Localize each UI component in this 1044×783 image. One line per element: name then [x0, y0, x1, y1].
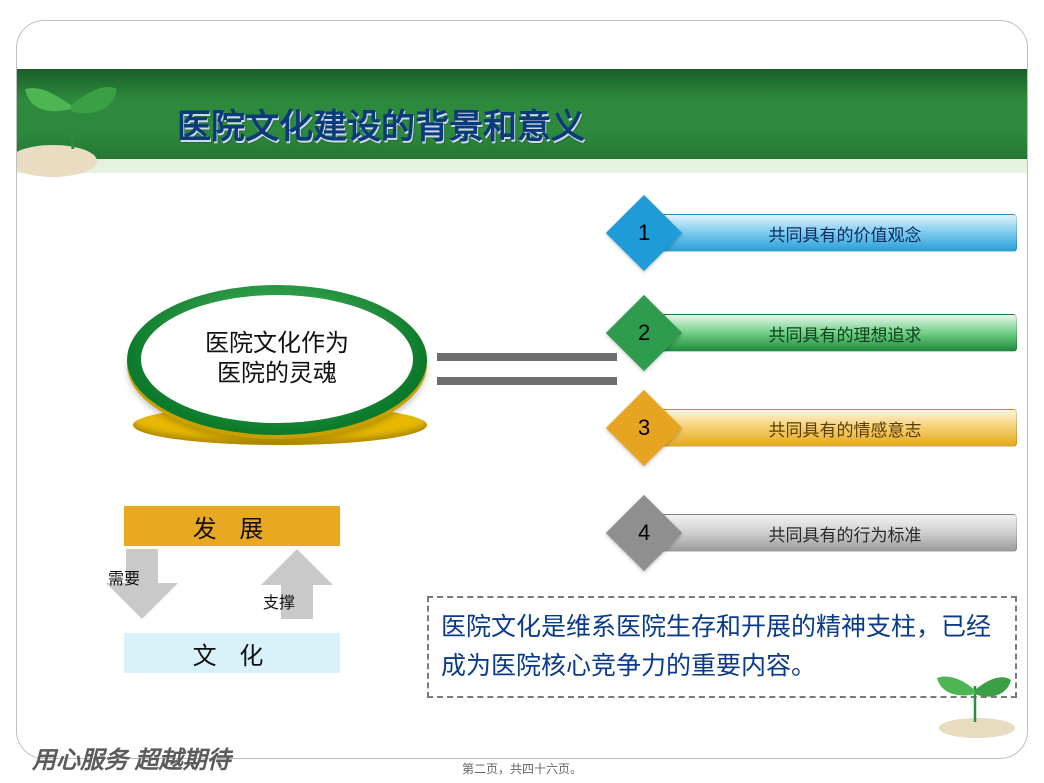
- diamond-badge: 1: [606, 195, 682, 271]
- oval-text-line1: 医院文化作为: [205, 329, 349, 359]
- bar-label: 共同具有的理想追求: [645, 314, 1017, 352]
- diamond-badge: 2: [606, 295, 682, 371]
- up-arrow-label: 支撑: [263, 589, 295, 613]
- oval-inner: 医院文化作为 医院的灵魂: [141, 295, 413, 423]
- list-bar-3: 3共同具有的情感意志: [617, 401, 1017, 455]
- diamond-badge: 4: [606, 495, 682, 571]
- down-arrow-label: 需要: [108, 565, 140, 589]
- slide-frame: 医院文化建设的背景和意义 医院文化作为 医院的灵魂 1共同具有的价值观念2共同具…: [16, 20, 1028, 759]
- list-bar-1: 1共同具有的价值观念: [617, 206, 1017, 260]
- page-title: 医院文化建设的背景和意义: [177, 99, 585, 148]
- connector-lines: [437, 353, 617, 401]
- diamond-number: 1: [638, 220, 650, 246]
- flow-bottom-box: 文 化: [124, 633, 340, 673]
- diamond-number: 4: [638, 520, 650, 546]
- bar-label: 共同具有的行为标准: [645, 514, 1017, 552]
- bar-label: 共同具有的价值观念: [645, 214, 1017, 252]
- footer-page-indicator: 第二页，共四十六页。: [0, 760, 1044, 777]
- oval-diagram: 医院文化作为 医院的灵魂: [127, 285, 427, 445]
- header-stripe: [17, 159, 1027, 173]
- connector-line: [437, 353, 617, 361]
- diamond-number: 3: [638, 415, 650, 441]
- leaf-sprout-icon: [17, 71, 127, 179]
- diamond-badge: 3: [606, 390, 682, 466]
- bar-label: 共同具有的情感意志: [645, 409, 1017, 447]
- diamond-number: 2: [638, 320, 650, 346]
- list-bar-4: 4共同具有的行为标准: [617, 506, 1017, 560]
- sprout-corner-icon: [915, 658, 1015, 738]
- connector-line: [437, 377, 617, 385]
- oval-text-line2: 医院的灵魂: [217, 359, 337, 389]
- list-bar-2: 2共同具有的理想追求: [617, 306, 1017, 360]
- flow-top-box: 发 展: [124, 506, 340, 546]
